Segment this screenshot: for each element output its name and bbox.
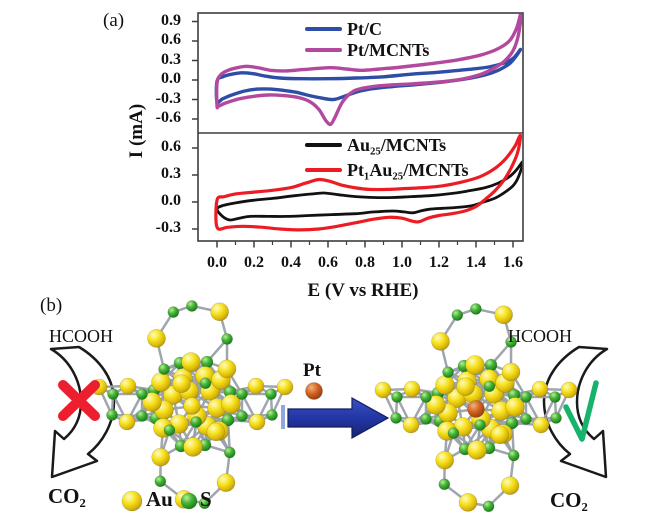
au-center-atom (183, 397, 201, 415)
reaction-status-marks (58, 380, 599, 442)
x-tick-label: 1.6 (503, 254, 523, 271)
cv-curve-AuMCNTs (215, 160, 523, 222)
y-tick-label-top: -0.6 (155, 109, 181, 126)
panel-a-label: (a) (103, 10, 125, 31)
y-tick-label-bottom: -0.3 (155, 219, 181, 236)
cv-curve-PtMCNTs (214, 13, 523, 127)
pt1au25-cluster-right (374, 303, 578, 513)
legend-label-au25: Au₂₅/MCNTs (347, 135, 447, 155)
blue-arrow-tail-bar (281, 405, 285, 429)
cv-curve-PtC (214, 47, 523, 105)
y-tick-label-top: 0.0 (161, 70, 181, 87)
pt-doping-arrow-icon (287, 396, 390, 440)
cv-curve-PtAuMCNTs (214, 133, 523, 232)
y-tick-label-bottom: 0.6 (161, 138, 181, 155)
pt-atom-sphere (305, 382, 323, 400)
x-tick-label: 1.0 (392, 254, 412, 271)
axis-ticks (192, 20, 514, 248)
legend-swatch-ptc (305, 27, 342, 31)
reactant-label-left: HCOOH (49, 326, 114, 346)
y-tick-label-bottom: 0.3 (161, 165, 181, 182)
au25-cluster-left (90, 300, 294, 510)
panel-b-label: (b) (40, 295, 63, 316)
cv-curves-top-panel (214, 13, 523, 127)
pt-dopant-label: Pt (303, 360, 321, 381)
product-label-right: CO₂ (550, 488, 588, 512)
s-legend-sphere (180, 492, 198, 510)
au-legend-sphere (121, 490, 143, 512)
x-tick-label: 1.4 (466, 254, 486, 271)
legend-au-label: Au (146, 487, 173, 511)
nanocluster-models (90, 300, 578, 513)
y-tick-label-top: 0.6 (161, 31, 181, 48)
legend-swatch-au25 (305, 143, 342, 147)
product-label-left: CO₂ (48, 484, 86, 508)
curved-reaction-arrow-right-icon (542, 345, 609, 479)
x-tick-label: 0.4 (281, 254, 301, 271)
cv-curves-bottom-panel (214, 133, 523, 232)
legend-swatch-pt1au25 (305, 168, 342, 172)
y-tick-label-top: 0.9 (161, 11, 181, 29)
green-check-icon (563, 380, 599, 442)
chart-frame (197, 12, 524, 242)
x-tick-label: 1.2 (429, 254, 449, 271)
legend-label-ptc: Pt/C (347, 19, 382, 39)
y-tick-label-bottom: 0.0 (161, 192, 181, 209)
x-tick-label: 0.8 (355, 254, 375, 271)
pt-center-atom (467, 400, 485, 418)
single-atom-spheres (121, 382, 323, 512)
x-axis-label: E (V vs RHE) (307, 280, 419, 301)
legend-label-ptmcnts: Pt/MCNTs (347, 40, 430, 60)
y-tick-label-top: 0.3 (161, 50, 181, 68)
x-tick-label: 0.2 (244, 254, 264, 271)
x-tick-label: 0.0 (207, 254, 227, 271)
x-tick-label: 0.6 (318, 254, 338, 271)
legend-label-pt1au25: Pt₁Au₂₅/MCNTs (347, 160, 469, 180)
red-cross-icon (58, 380, 100, 421)
reaction-arrows (49, 345, 609, 479)
legend-swatch-ptmcnts (305, 48, 342, 52)
reactant-label-right: HCOOH (508, 326, 573, 346)
legend-s-label: S (200, 487, 212, 511)
y-tick-label-top: -0.3 (155, 89, 181, 107)
